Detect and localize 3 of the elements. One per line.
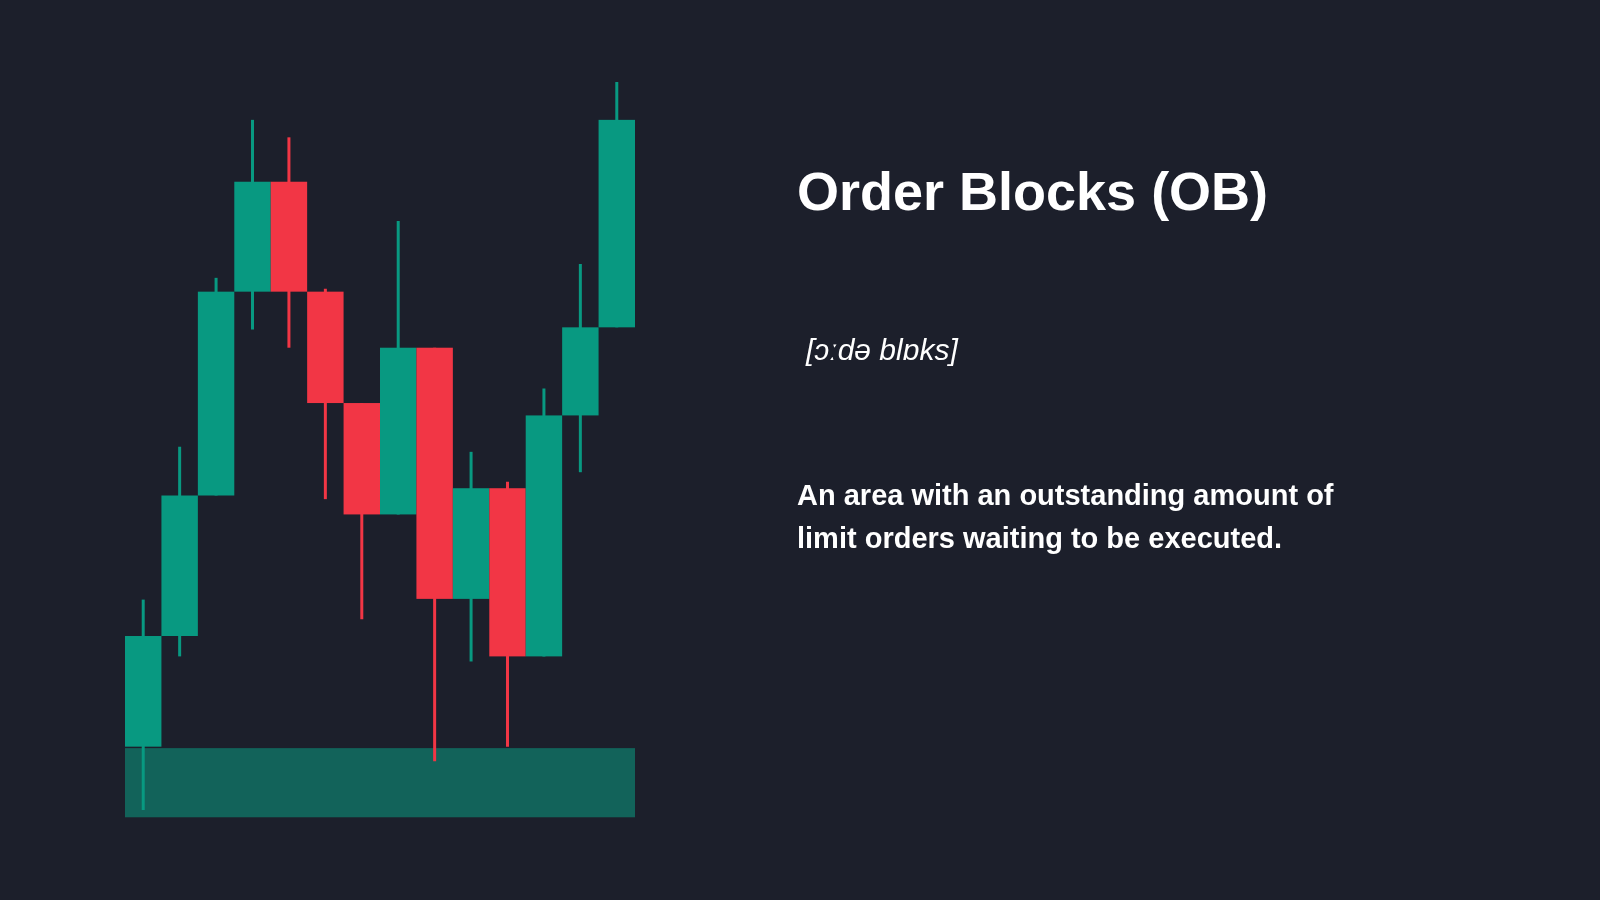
- text: An area with an outstanding amount of limit orders waiting to be executed.: [797, 479, 1334, 554]
- text: [ɔːdə blɒks]: [805, 333, 959, 366]
- text: Order Blocks (OB): [797, 161, 1269, 221]
